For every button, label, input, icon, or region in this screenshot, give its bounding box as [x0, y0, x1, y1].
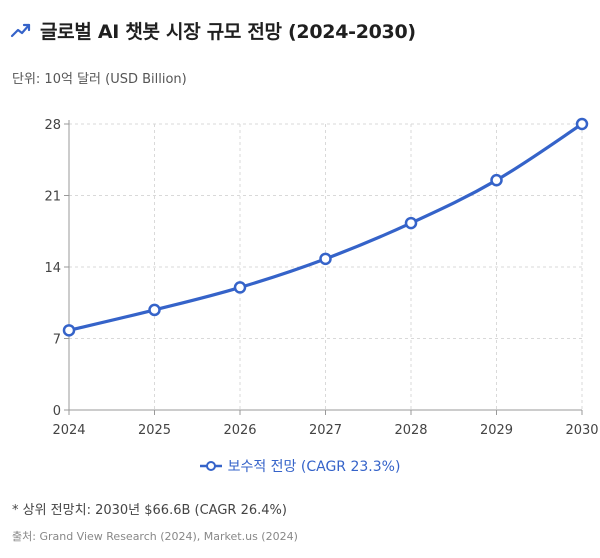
- x-tick-label: 2030: [565, 423, 598, 438]
- legend[interactable]: 보수적 전망 (CAGR 23.3%): [0, 456, 600, 476]
- line-chart: 0 7 14 21 28 2024 2025 2026 2027 2028 2029 2030: [44, 117, 599, 438]
- x-tick-label: 2026: [223, 423, 256, 438]
- y-tick-label: 0: [53, 404, 61, 419]
- source-note: 출처: Grand View Research (2024), Market.u…: [12, 530, 298, 543]
- x-tick-label: 2027: [309, 423, 342, 438]
- data-point[interactable]: [233, 281, 247, 294]
- y-tick-label: 7: [53, 333, 61, 348]
- data-point[interactable]: [62, 324, 76, 337]
- y-tick-label: 21: [44, 190, 61, 205]
- data-point[interactable]: [575, 117, 589, 131]
- x-tick-label: 2028: [394, 423, 427, 438]
- x-tick-label: 2025: [138, 423, 171, 438]
- x-tick-label: 2024: [52, 423, 85, 438]
- data-point[interactable]: [319, 252, 332, 266]
- data-point[interactable]: [148, 303, 161, 317]
- trend-up-icon: [10, 23, 31, 38]
- title-row: 글로벌 AI 챗봇 시장 규모 전망 (2024-2030): [10, 14, 416, 46]
- unit-label: 단위: 10억 달러 (USD Billion): [12, 72, 187, 87]
- legend-marker-icon: [199, 461, 222, 471]
- data-point[interactable]: [404, 216, 418, 230]
- y-tick-label: 14: [44, 261, 61, 276]
- chart-title: 글로벌 AI 챗봇 시장 규모 전망 (2024-2030): [40, 20, 416, 43]
- footnote: * 상위 전망치: 2030년 $66.6B (CAGR 26.4%): [12, 503, 287, 518]
- legend-label: 보수적 전망 (CAGR 23.3%): [227, 459, 401, 475]
- data-point[interactable]: [490, 173, 503, 187]
- y-tick-label: 28: [44, 118, 61, 133]
- x-tick-label: 2029: [480, 423, 513, 438]
